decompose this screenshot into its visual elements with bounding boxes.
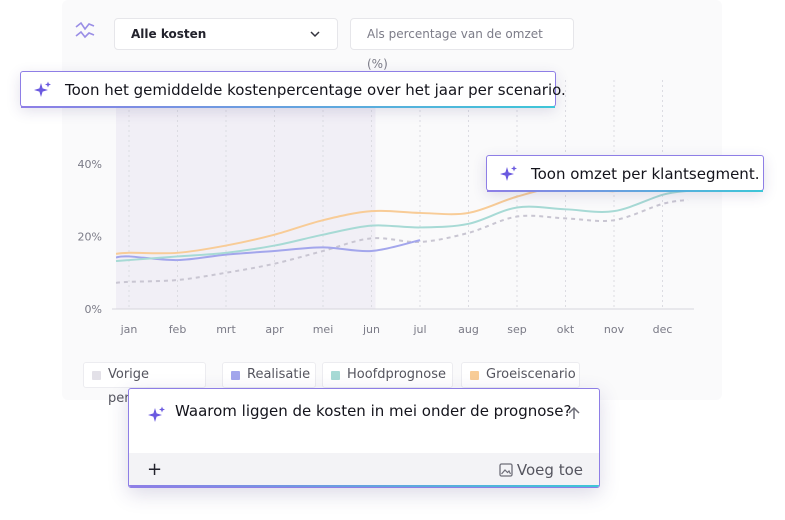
image-icon[interactable] bbox=[499, 463, 513, 477]
suggestion-text: Toon het gemiddelde kostenpercentage ove… bbox=[65, 81, 566, 99]
suggestion-chip-average[interactable]: Toon het gemiddelde kostenpercentage ove… bbox=[20, 71, 566, 108]
suggestion-chip-segment[interactable]: Toon omzet per klantsegment. bbox=[486, 155, 764, 192]
legend-label: Hoofdprognose bbox=[347, 367, 446, 382]
x-tick-label: feb bbox=[169, 323, 187, 336]
metric-placeholder: Als percentage van de omzet (%) bbox=[367, 27, 543, 71]
x-tick-label: aug bbox=[458, 323, 479, 336]
cost-filter-select[interactable]: Alle kosten bbox=[114, 18, 338, 50]
plus-icon[interactable]: + bbox=[147, 459, 163, 480]
x-tick-label: mei bbox=[313, 323, 334, 336]
legend-swatch bbox=[92, 371, 101, 380]
chat-footer: + Voeg toe bbox=[129, 453, 599, 487]
legend-item[interactable]: Vorige periode bbox=[83, 362, 206, 406]
suggestion-text: Toon omzet per klantsegment. bbox=[531, 165, 760, 183]
arrow-up-icon[interactable] bbox=[567, 406, 581, 420]
x-tick-label: mrt bbox=[216, 323, 236, 336]
x-tick-label: jul bbox=[412, 323, 426, 336]
chat-question[interactable]: Waarom liggen de kosten in mei onder de … bbox=[175, 402, 572, 420]
series-line-hoofdprognose bbox=[115, 189, 689, 263]
x-tick-label: okt bbox=[557, 323, 575, 336]
y-tick-label: 20% bbox=[78, 231, 102, 244]
x-tick-label: apr bbox=[265, 323, 284, 336]
sparkle-icon bbox=[148, 406, 165, 422]
actuals-highlight bbox=[116, 80, 376, 309]
add-attachment-button[interactable]: Voeg toe bbox=[516, 461, 583, 479]
chat-input-box[interactable]: Waarom liggen de kosten in mei onder de … bbox=[128, 388, 600, 488]
x-tick-label: jan bbox=[120, 323, 138, 336]
metric-input[interactable]: Als percentage van de omzet (%) bbox=[350, 18, 574, 71]
series-line-vorige-periode bbox=[115, 198, 689, 284]
legend-label: Groeiscenario bbox=[486, 367, 576, 382]
y-tick-label: 0% bbox=[85, 303, 102, 316]
line-chart: 40% 20% 0% jan feb mrt apr mei jun jul aug sep okt no… bbox=[78, 80, 694, 336]
line-chart-icon[interactable] bbox=[74, 20, 96, 42]
legend-swatch bbox=[231, 371, 240, 380]
legend-item[interactable]: Groeiscenario bbox=[461, 362, 580, 388]
series-line-realisatie bbox=[115, 239, 421, 262]
x-tick-label: nov bbox=[604, 323, 625, 336]
legend-item[interactable]: Hoofdprognose bbox=[322, 362, 453, 388]
legend-swatch bbox=[331, 371, 340, 380]
legend-swatch bbox=[470, 371, 479, 380]
cost-filter-value: Alle kosten bbox=[131, 27, 207, 41]
y-tick-label: 40% bbox=[78, 158, 102, 171]
x-tick-label: sep bbox=[507, 323, 526, 336]
sparkle-icon bbox=[34, 81, 51, 97]
x-tick-label: jun bbox=[362, 323, 380, 336]
x-tick-label: dec bbox=[653, 323, 673, 336]
legend-label: Realisatie bbox=[247, 367, 311, 382]
legend-item[interactable]: Realisatie bbox=[222, 362, 316, 388]
chevron-down-icon bbox=[310, 31, 320, 38]
sparkle-icon bbox=[500, 165, 517, 181]
